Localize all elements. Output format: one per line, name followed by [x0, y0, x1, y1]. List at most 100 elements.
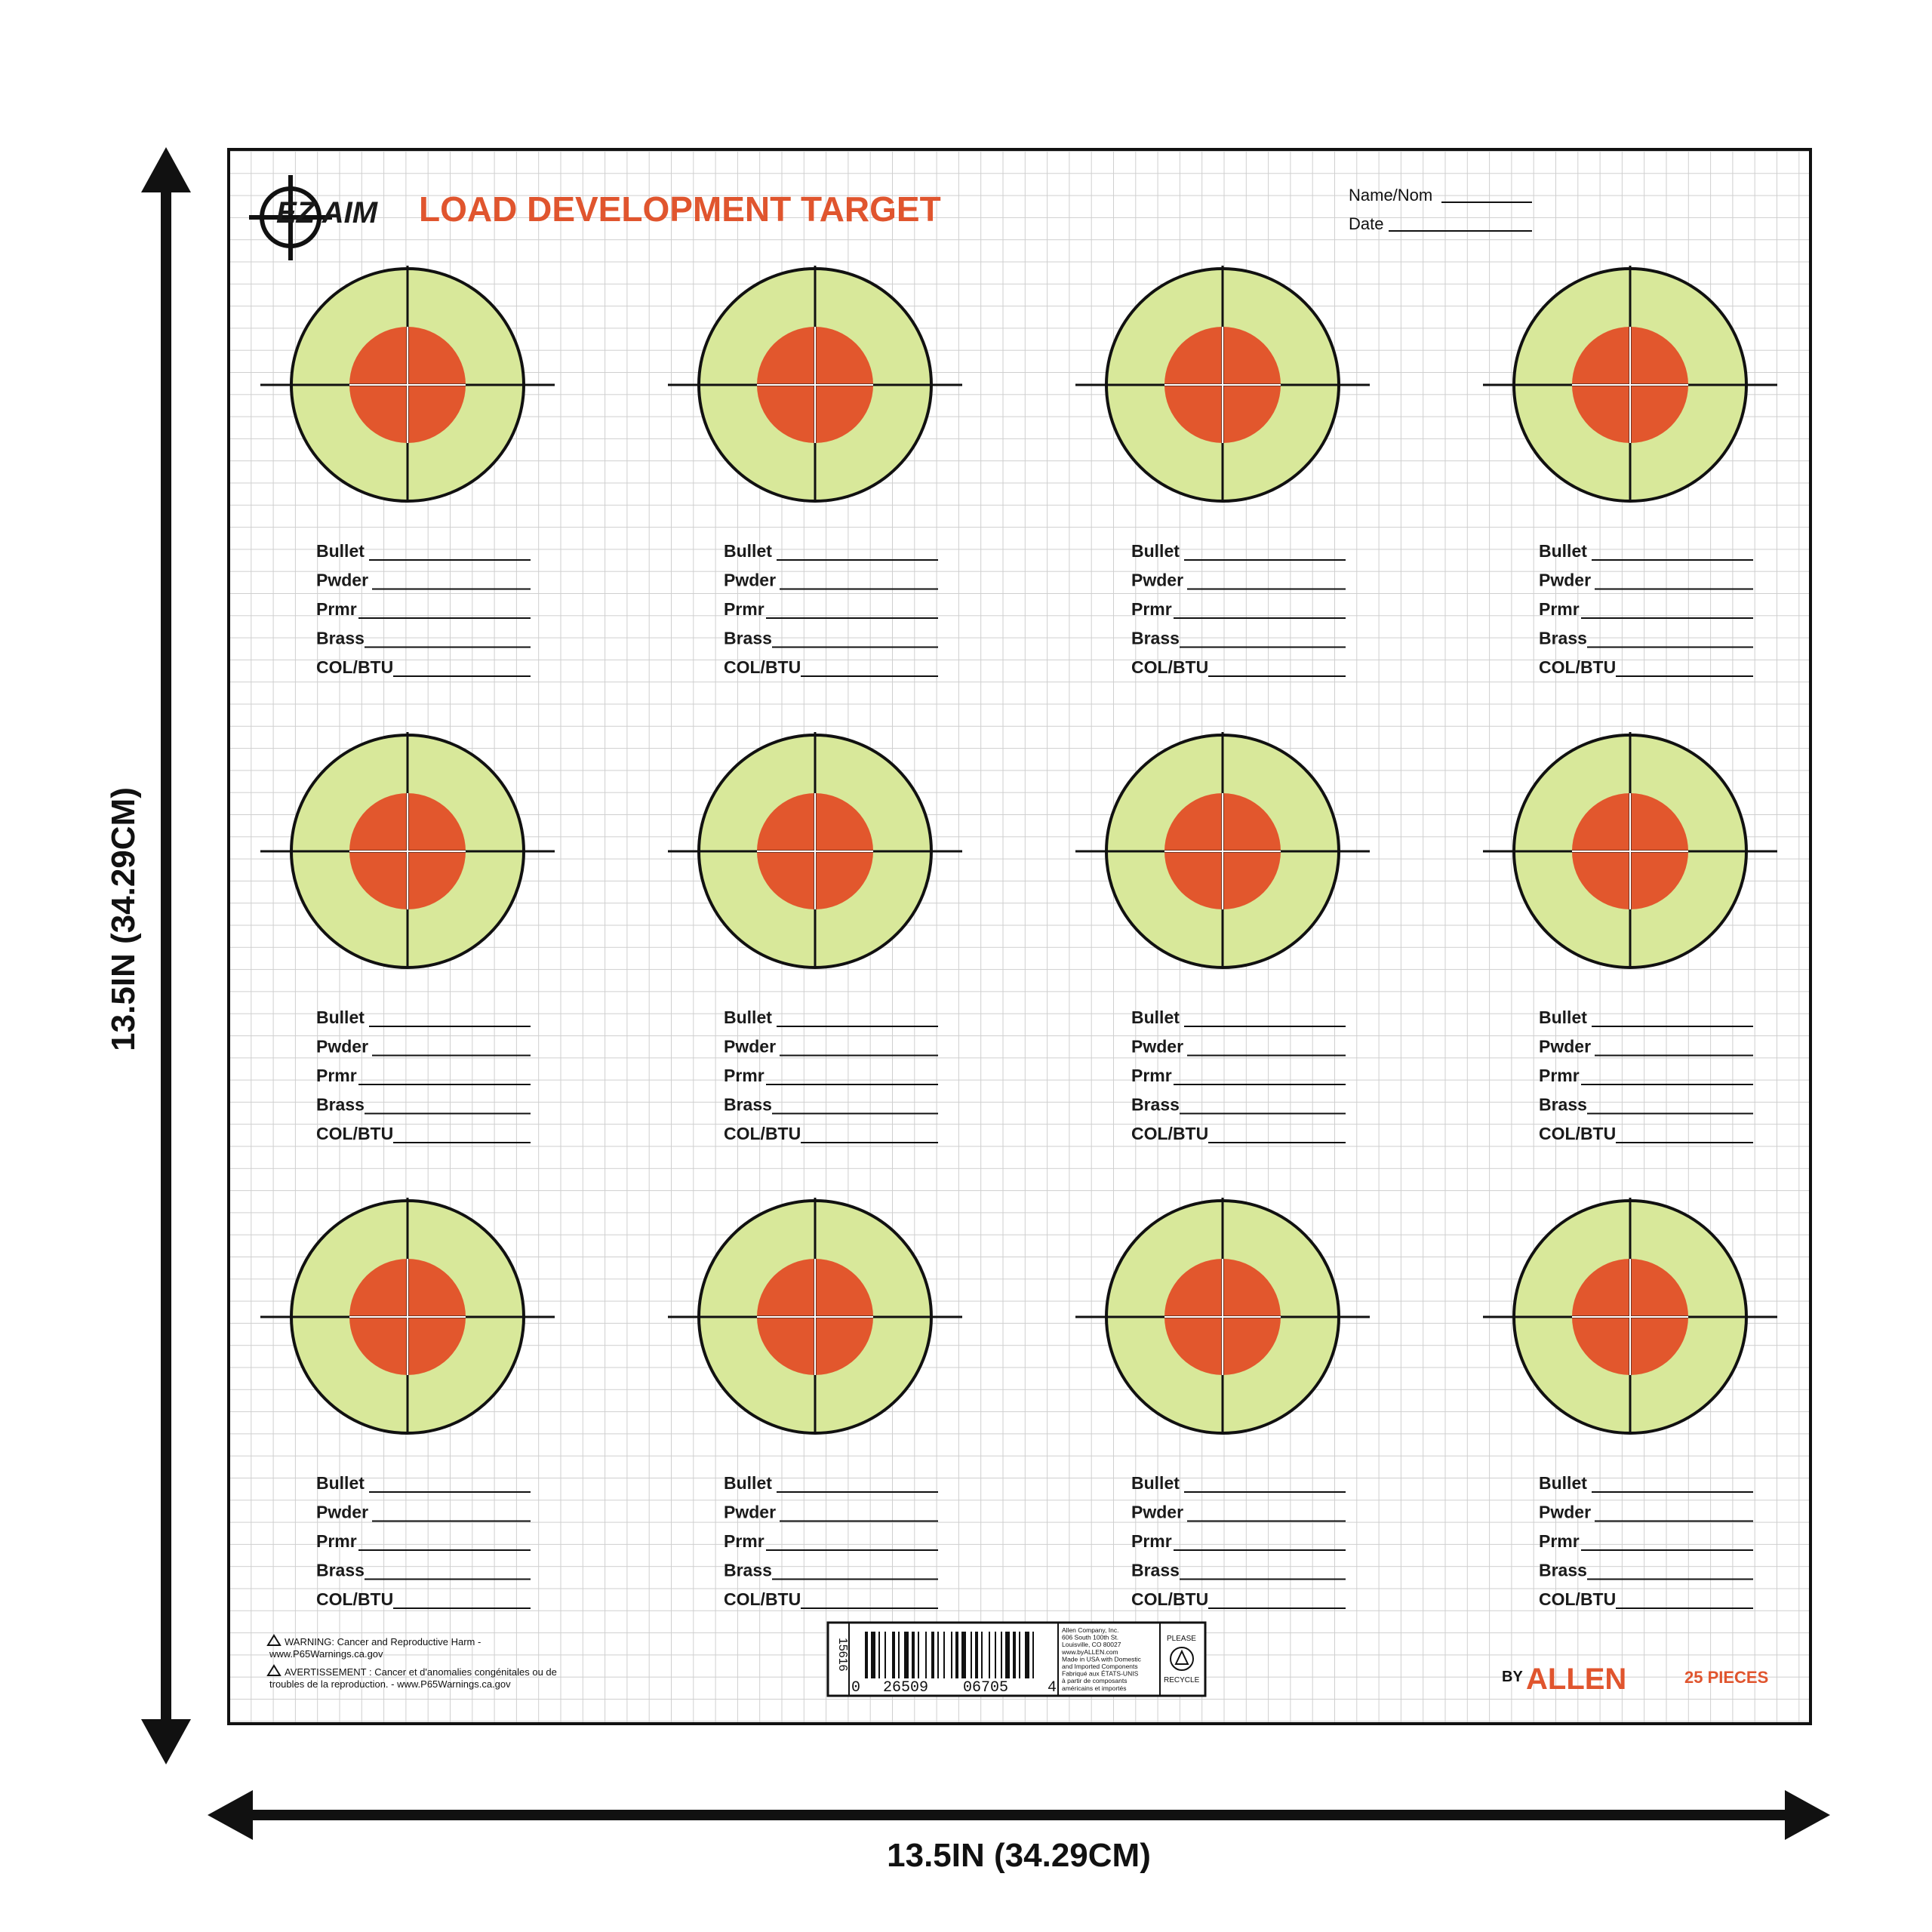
company-line: 606 South 100th St. [1062, 1634, 1118, 1641]
field-label-brass: Brass [316, 1095, 365, 1115]
barcode-bar [971, 1632, 972, 1678]
brand-logo-text: EZ AIM [276, 196, 379, 229]
barcode-digit-3: 06705 [963, 1679, 1008, 1697]
barcode-bar [1001, 1632, 1002, 1678]
company-line: Allen Company, Inc. [1062, 1626, 1118, 1634]
target-12: Bullet Pwder Prmr Brass COL/BTU [1483, 1198, 1777, 1609]
field-label-brass: Brass [1539, 1095, 1587, 1115]
field-label-bullet: Bullet [724, 541, 772, 561]
field-label-pwder: Pwder [1131, 571, 1183, 590]
barcode-bar [884, 1632, 886, 1678]
field-label-col-btu: COL/BTU [316, 657, 393, 677]
field-label-brass: Brass [1131, 1095, 1180, 1115]
barcode-bar [1019, 1632, 1020, 1678]
barcode-bar [943, 1632, 945, 1678]
field-label-pwder: Pwder [724, 1037, 776, 1057]
barcode-digit-4: 4 [1048, 1679, 1057, 1697]
field-label-brass: Brass [1131, 1561, 1180, 1580]
target-3: Bullet Pwder Prmr Brass COL/BTU [1075, 266, 1370, 677]
target-11: Bullet Pwder Prmr Brass COL/BTU [1075, 1198, 1370, 1609]
field-label-pwder: Pwder [724, 1503, 776, 1522]
field-label-brass: Brass [316, 629, 365, 648]
field-label-col-btu: COL/BTU [1539, 657, 1616, 677]
warning-icon [266, 1634, 281, 1646]
pieces-count: 25 PIECES [1684, 1668, 1768, 1687]
by-allen-name: ALLEN [1526, 1663, 1626, 1696]
field-label-bullet: Bullet [724, 1008, 772, 1027]
barcode-bar [912, 1632, 915, 1678]
field-label-prmr: Prmr [1131, 599, 1172, 619]
field-label-col-btu: COL/BTU [1539, 1124, 1616, 1143]
field-label-brass: Brass [1539, 1561, 1587, 1580]
width-label: 13.5IN (34.29CM) [887, 1837, 1151, 1874]
targets-grid: Bullet Pwder Prmr Brass COL/BTU Bullet Pwder Pr… [260, 266, 1777, 1609]
field-label-brass: Brass [724, 1095, 772, 1115]
field-label-bullet: Bullet [316, 1473, 365, 1493]
field-label-pwder: Pwder [1539, 1037, 1591, 1057]
company-line: à partir de composants [1062, 1677, 1127, 1684]
field-label-bullet: Bullet [1539, 1473, 1587, 1493]
barcode-bar [871, 1632, 875, 1678]
field-label-bullet: Bullet [1131, 1473, 1180, 1493]
height-label: 13.5IN (34.29CM) [105, 787, 142, 1051]
field-label-brass: Brass [1131, 629, 1180, 648]
page-title: LOAD DEVELOPMENT TARGET [419, 189, 941, 229]
field-label-prmr: Prmr [1131, 1066, 1172, 1085]
barcode-bar [904, 1632, 909, 1678]
width-dimension: 13.5IN (34.29CM) [208, 1790, 1830, 1874]
by-allen-logo: BY ALLEN [1502, 1663, 1626, 1696]
brand-logo: EZ AIM [249, 175, 379, 260]
field-label-prmr: Prmr [316, 1066, 357, 1085]
target-7: Bullet Pwder Prmr Brass COL/BTU [1075, 732, 1370, 1143]
company-line: and Imported Components [1062, 1663, 1138, 1670]
field-label-col-btu: COL/BTU [1131, 1589, 1208, 1609]
field-label-bullet: Bullet [316, 541, 365, 561]
barcode-bar [892, 1632, 895, 1678]
barcode-bar [865, 1632, 868, 1678]
field-label-prmr: Prmr [316, 1531, 357, 1551]
barcode-digit-2: 26509 [883, 1679, 928, 1697]
field-label-bullet: Bullet [316, 1008, 365, 1027]
field-label-pwder: Pwder [316, 1503, 368, 1522]
target-4: Bullet Pwder Prmr Brass COL/BTU [1483, 266, 1777, 677]
barcode-bar [955, 1632, 958, 1678]
field-label-bullet: Bullet [724, 1473, 772, 1493]
barcode-bar [931, 1632, 934, 1678]
target-6: Bullet Pwder Prmr Brass COL/BTU [668, 732, 962, 1143]
warning-en-line1: WARNING: Cancer and Reproductive Harm - [285, 1636, 481, 1647]
barcode-bar [937, 1632, 939, 1678]
field-label-prmr: Prmr [1539, 1531, 1580, 1551]
company-line: américains et importés [1062, 1684, 1127, 1692]
barcode-bar [951, 1632, 952, 1678]
company-address: Allen Company, Inc.606 South 100th St.Lo… [1061, 1626, 1142, 1692]
warning-notice: WARNING: Cancer and Reproductive Harm - … [266, 1634, 557, 1690]
field-label-bullet: Bullet [1539, 1008, 1587, 1027]
barcode-bar [975, 1632, 978, 1678]
company-line: Fabriqué aux ÉTATS-UNIS [1062, 1670, 1139, 1678]
barcode-label: 15616 0 26509 06705 4 Allen Company, Inc… [826, 1621, 1207, 1697]
company-line: Louisville, CO 80027 [1062, 1641, 1121, 1648]
target-9: Bullet Pwder Prmr Brass COL/BTU [260, 1198, 555, 1609]
recycle-top: PLEASE [1167, 1635, 1196, 1643]
field-label-bullet: Bullet [1131, 1008, 1180, 1027]
field-label-pwder: Pwder [1539, 1503, 1591, 1522]
field-label-prmr: Prmr [724, 1066, 764, 1085]
item-code: 15616 [836, 1638, 849, 1672]
by-allen-by: BY [1502, 1669, 1523, 1685]
target-10: Bullet Pwder Prmr Brass COL/BTU [668, 1198, 962, 1609]
field-label-brass: Brass [316, 1561, 365, 1580]
field-label-col-btu: COL/BTU [1539, 1589, 1616, 1609]
field-label-col-btu: COL/BTU [1131, 657, 1208, 677]
barcode-bar [995, 1632, 996, 1678]
field-label-brass: Brass [724, 629, 772, 648]
field-label-pwder: Pwder [316, 571, 368, 590]
company-line: Made in USA with Domestic [1062, 1655, 1142, 1663]
warning-fr-line1: AVERTISSEMENT : Cancer et d'anomalies co… [285, 1666, 557, 1678]
field-label-prmr: Prmr [1539, 599, 1580, 619]
field-label-col-btu: COL/BTU [1131, 1124, 1208, 1143]
field-label-pwder: Pwder [316, 1037, 368, 1057]
field-label-col-btu: COL/BTU [316, 1589, 393, 1609]
target-2: Bullet Pwder Prmr Brass COL/BTU [668, 266, 962, 677]
barcode-bar [898, 1632, 900, 1678]
